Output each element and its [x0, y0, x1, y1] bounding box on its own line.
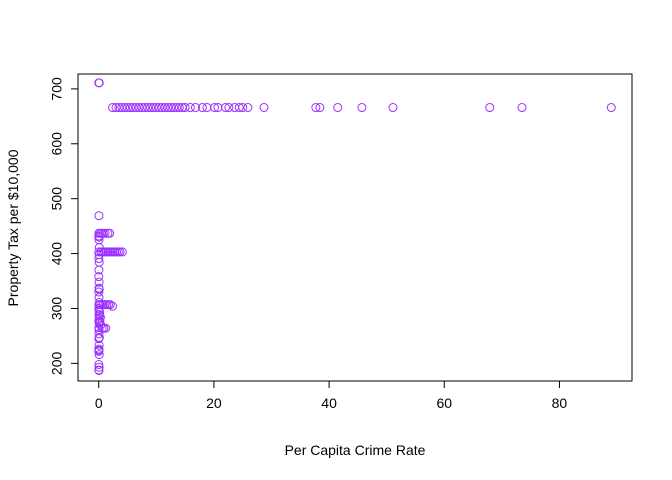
data-point [94, 265, 104, 275]
data-point [190, 103, 200, 113]
plot-area-frame [77, 73, 633, 382]
data-point [230, 103, 240, 113]
data-point [137, 103, 147, 113]
data-point [185, 103, 195, 113]
data-point [357, 103, 367, 113]
x-axis-title: Per Capita Crime Rate [285, 442, 426, 458]
data-point [259, 103, 269, 113]
data-point [154, 103, 164, 113]
data-point [134, 103, 144, 113]
data-point [94, 329, 104, 339]
data-point [169, 103, 179, 113]
y-tick-label: 200 [49, 351, 65, 375]
data-point [171, 103, 181, 113]
x-axis: 0 20 40 60 80 [95, 380, 568, 411]
data-point [94, 254, 104, 264]
y-tick-label: 400 [49, 242, 65, 266]
data-point [388, 103, 398, 113]
data-point [202, 103, 212, 113]
data-point [311, 103, 321, 113]
data-point [517, 103, 527, 113]
plot-border [77, 73, 633, 382]
x-tick-label: 40 [321, 395, 337, 411]
data-point [238, 103, 248, 113]
data-point [120, 103, 130, 113]
data-point [180, 103, 190, 113]
y-axis-title: Property Tax per $10,000 [5, 149, 21, 306]
data-point [209, 103, 219, 113]
data-point [174, 103, 184, 113]
data-point [94, 350, 104, 360]
data-point [105, 228, 115, 238]
data-point [220, 103, 230, 113]
data-point [105, 300, 115, 310]
data-point [157, 103, 167, 113]
data-points [94, 78, 616, 376]
data-point [99, 323, 109, 333]
data-point [128, 103, 138, 113]
data-point [166, 103, 176, 113]
data-point [94, 359, 104, 369]
data-point [148, 103, 158, 113]
data-point [94, 211, 104, 221]
data-point [94, 340, 104, 350]
data-point [94, 346, 104, 356]
data-point [125, 103, 135, 113]
data-point [108, 301, 118, 311]
data-point [485, 103, 495, 113]
data-point [114, 103, 124, 113]
data-point [123, 103, 133, 113]
data-point [143, 103, 153, 113]
data-point [94, 232, 104, 242]
x-tick-label: 80 [552, 395, 568, 411]
data-point [163, 103, 173, 113]
data-point [94, 318, 104, 328]
data-point [243, 103, 253, 113]
data-point [115, 247, 125, 257]
data-point [111, 103, 121, 113]
data-point [333, 103, 343, 113]
y-axis: 200 300 400 500 600 700 [49, 77, 79, 375]
data-point [117, 103, 127, 113]
data-point [151, 103, 161, 113]
y-tick-label: 700 [49, 77, 65, 101]
data-point [146, 103, 156, 113]
data-point [234, 103, 244, 113]
x-tick-label: 20 [206, 395, 222, 411]
data-point [315, 103, 325, 113]
y-tick-label: 500 [49, 187, 65, 211]
x-tick-label: 60 [436, 395, 452, 411]
y-tick-label: 600 [49, 132, 65, 156]
data-point [140, 103, 150, 113]
data-point [606, 103, 616, 113]
data-point [94, 247, 104, 257]
data-point [94, 366, 104, 376]
x-tick-label: 0 [95, 395, 103, 411]
data-point [94, 78, 104, 88]
data-point [108, 103, 118, 113]
data-point [224, 103, 234, 113]
data-point [94, 272, 104, 282]
y-tick-label: 300 [49, 297, 65, 321]
data-point [117, 247, 127, 257]
data-point [94, 277, 104, 287]
data-point [131, 103, 141, 113]
data-point [101, 323, 111, 333]
data-point [160, 103, 170, 113]
data-point [94, 362, 104, 372]
data-point [213, 103, 223, 113]
data-point [94, 334, 104, 344]
data-point [197, 103, 207, 113]
data-point [94, 287, 104, 297]
